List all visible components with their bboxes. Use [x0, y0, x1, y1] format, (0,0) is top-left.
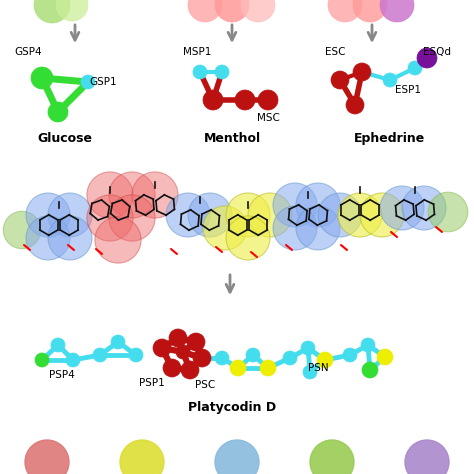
Circle shape [360, 193, 404, 237]
Circle shape [31, 67, 53, 89]
Circle shape [3, 211, 41, 249]
Circle shape [383, 73, 397, 87]
Circle shape [317, 352, 333, 368]
Circle shape [93, 348, 107, 362]
Circle shape [226, 193, 270, 237]
Circle shape [87, 195, 133, 241]
Circle shape [181, 361, 199, 379]
Circle shape [417, 48, 437, 68]
Circle shape [296, 183, 340, 227]
Text: GSP4: GSP4 [14, 47, 42, 57]
Circle shape [235, 90, 255, 110]
Text: GSP1: GSP1 [89, 77, 117, 87]
Circle shape [296, 206, 340, 250]
Circle shape [95, 217, 141, 263]
Circle shape [34, 0, 70, 23]
Circle shape [163, 359, 181, 377]
Circle shape [310, 440, 354, 474]
Circle shape [318, 193, 362, 237]
Circle shape [260, 360, 276, 376]
Circle shape [215, 440, 259, 474]
Circle shape [111, 335, 125, 349]
Circle shape [402, 186, 446, 230]
Circle shape [328, 0, 362, 22]
Text: PSP4: PSP4 [49, 370, 75, 380]
Circle shape [193, 349, 211, 367]
Circle shape [353, 0, 387, 22]
Circle shape [377, 349, 393, 365]
Circle shape [26, 193, 70, 237]
Circle shape [81, 75, 95, 89]
Circle shape [132, 172, 178, 218]
Circle shape [248, 193, 292, 237]
Circle shape [203, 90, 223, 110]
Circle shape [273, 206, 317, 250]
Circle shape [109, 172, 155, 218]
Circle shape [129, 348, 143, 362]
Circle shape [48, 216, 92, 260]
Circle shape [176, 345, 190, 359]
Text: Platycodin D: Platycodin D [188, 401, 276, 414]
Text: MSC: MSC [256, 113, 280, 123]
Circle shape [188, 193, 232, 237]
Circle shape [230, 360, 246, 376]
Text: PSC: PSC [195, 380, 215, 390]
Circle shape [25, 440, 69, 474]
Text: ESQd: ESQd [423, 47, 451, 57]
Circle shape [283, 351, 297, 365]
Circle shape [169, 329, 187, 347]
Text: Glucose: Glucose [37, 131, 92, 145]
Text: PSP1: PSP1 [139, 378, 165, 388]
Circle shape [193, 65, 207, 79]
Circle shape [51, 338, 65, 352]
Circle shape [215, 65, 229, 79]
Circle shape [166, 193, 210, 237]
Text: Menthol: Menthol [203, 131, 261, 145]
Circle shape [343, 348, 357, 362]
Circle shape [187, 333, 205, 351]
Circle shape [273, 183, 317, 227]
Circle shape [303, 365, 317, 379]
Circle shape [203, 206, 247, 250]
Circle shape [428, 192, 468, 232]
Circle shape [380, 186, 424, 230]
Circle shape [405, 440, 449, 474]
Circle shape [48, 102, 68, 122]
Circle shape [362, 362, 378, 378]
Circle shape [338, 193, 382, 237]
Circle shape [120, 440, 164, 474]
Circle shape [153, 339, 171, 357]
Text: ESC: ESC [325, 47, 345, 57]
Circle shape [241, 0, 275, 22]
Circle shape [26, 216, 70, 260]
Circle shape [215, 0, 249, 22]
Circle shape [66, 353, 80, 367]
Circle shape [361, 338, 375, 352]
Circle shape [258, 90, 278, 110]
Circle shape [353, 63, 371, 81]
Circle shape [35, 353, 49, 367]
Circle shape [408, 61, 422, 75]
Text: ESP1: ESP1 [395, 85, 421, 95]
Circle shape [331, 71, 349, 89]
Text: Ephedrine: Ephedrine [355, 131, 426, 145]
Circle shape [346, 96, 364, 114]
Text: PSN: PSN [308, 363, 328, 373]
Circle shape [109, 195, 155, 241]
Circle shape [301, 341, 315, 355]
Circle shape [246, 348, 260, 362]
Circle shape [87, 172, 133, 218]
Circle shape [48, 193, 92, 237]
Circle shape [215, 351, 229, 365]
Circle shape [380, 0, 414, 22]
Circle shape [188, 0, 222, 22]
Circle shape [226, 216, 270, 260]
Circle shape [56, 0, 88, 21]
Text: MSP1: MSP1 [183, 47, 211, 57]
